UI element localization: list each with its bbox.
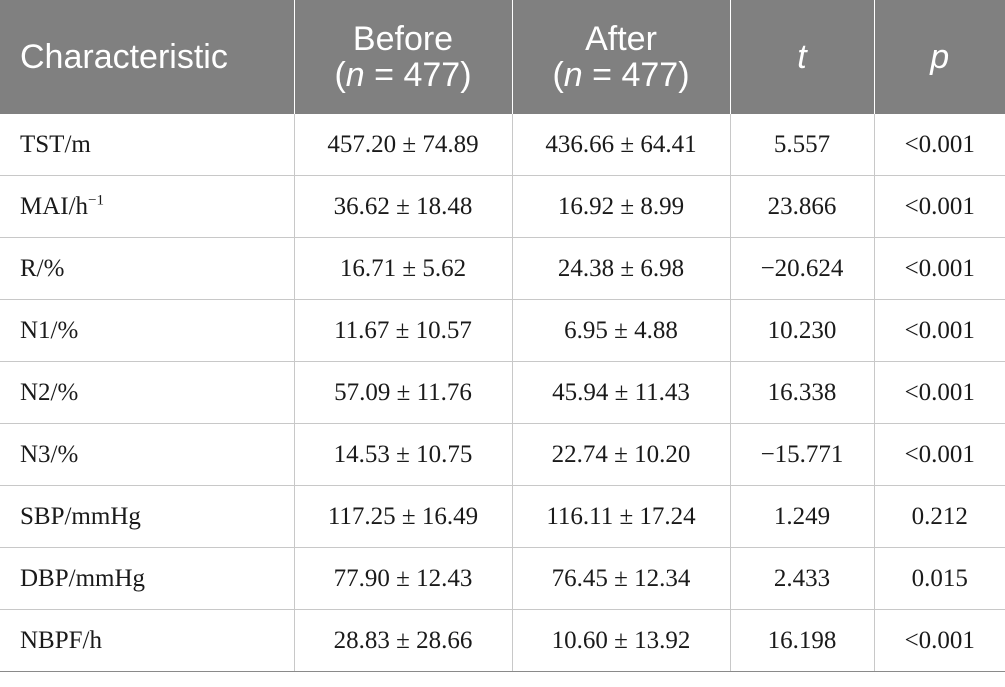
- header-characteristic-label: Characteristic: [20, 38, 228, 76]
- table-row: NBPF/h 28.83 ± 28.66 10.60 ± 13.92 16.19…: [0, 609, 1005, 672]
- cell-before: 11.67 ± 10.57: [294, 299, 513, 362]
- header-after-n-var: n: [563, 56, 583, 94]
- cell-t: 2.433: [730, 547, 875, 610]
- cell-p: 0.212: [874, 485, 1005, 548]
- cell-p: <0.001: [874, 175, 1005, 238]
- cell-t: 5.557: [730, 114, 875, 176]
- cell-after: 76.45 ± 12.34: [512, 547, 731, 610]
- header-before-n-value: = 477): [364, 56, 472, 94]
- cell-after: 22.74 ± 10.20: [512, 423, 731, 486]
- cell-after: 6.95 ± 4.88: [512, 299, 731, 362]
- cell-characteristic: N1/%: [0, 299, 295, 362]
- table-body: TST/m 457.20 ± 74.89 436.66 ± 64.41 5.55…: [0, 114, 1005, 672]
- cell-characteristic: TST/m: [0, 114, 295, 176]
- header-p-label: p: [930, 38, 950, 76]
- cell-before: 28.83 ± 28.66: [294, 609, 513, 672]
- cell-after: 45.94 ± 11.43: [512, 361, 731, 424]
- header-t: t: [730, 0, 875, 114]
- header-before-n-prefix: (: [334, 56, 346, 94]
- header-after-label: After: [585, 20, 657, 58]
- cell-after: 436.66 ± 64.41: [512, 114, 731, 176]
- cell-t: 16.338: [730, 361, 875, 424]
- cell-t: 10.230: [730, 299, 875, 362]
- cell-characteristic: R/%: [0, 237, 295, 300]
- cell-characteristic: N2/%: [0, 361, 295, 424]
- cell-t: 23.866: [730, 175, 875, 238]
- cell-p: <0.001: [874, 609, 1005, 672]
- table-row: TST/m 457.20 ± 74.89 436.66 ± 64.41 5.55…: [0, 114, 1005, 176]
- cell-before: 57.09 ± 11.76: [294, 361, 513, 424]
- header-after-n-value: = 477): [582, 56, 690, 94]
- cell-before: 14.53 ± 10.75: [294, 423, 513, 486]
- cell-t: −15.771: [730, 423, 875, 486]
- header-characteristic: Characteristic: [0, 0, 295, 114]
- cell-after: 16.92 ± 8.99: [512, 175, 731, 238]
- header-p: p: [874, 0, 1005, 114]
- cell-after: 116.11 ± 17.24: [512, 485, 731, 548]
- table-row: MAI/h−1 36.62 ± 18.48 16.92 ± 8.99 23.86…: [0, 175, 1005, 238]
- cell-before: 457.20 ± 74.89: [294, 114, 513, 176]
- cell-characteristic: N3/%: [0, 423, 295, 486]
- table-row: SBP/mmHg 117.25 ± 16.49 116.11 ± 17.24 1…: [0, 485, 1005, 548]
- cell-p: <0.001: [874, 423, 1005, 486]
- table-row: DBP/mmHg 77.90 ± 12.43 76.45 ± 12.34 2.4…: [0, 547, 1005, 610]
- cell-before: 117.25 ± 16.49: [294, 485, 513, 548]
- cell-p: 0.015: [874, 547, 1005, 610]
- cell-t: 16.198: [730, 609, 875, 672]
- cell-before: 36.62 ± 18.48: [294, 175, 513, 238]
- cell-characteristic: SBP/mmHg: [0, 485, 295, 548]
- header-row: Characteristic Before (n = 477) After (n…: [0, 0, 1005, 114]
- header-before-label: Before: [352, 20, 454, 58]
- table-row: N1/% 11.67 ± 10.57 6.95 ± 4.88 10.230 <0…: [0, 299, 1005, 362]
- table-row: R/% 16.71 ± 5.62 24.38 ± 6.98 −20.624 <0…: [0, 237, 1005, 300]
- cell-characteristic: DBP/mmHg: [0, 547, 295, 610]
- cell-p: <0.001: [874, 299, 1005, 362]
- header-t-label: t: [797, 38, 807, 76]
- header-before-n-var: n: [345, 56, 365, 94]
- table-row: N3/% 14.53 ± 10.75 22.74 ± 10.20 −15.771…: [0, 423, 1005, 486]
- cell-t: 1.249: [730, 485, 875, 548]
- cell-before: 16.71 ± 5.62: [294, 237, 513, 300]
- data-table: Characteristic Before (n = 477) After (n…: [0, 0, 1005, 672]
- cell-t: −20.624: [730, 237, 875, 300]
- header-after: After (n = 477): [512, 0, 731, 114]
- header-after-n-prefix: (: [552, 56, 564, 94]
- cell-characteristic: NBPF/h: [0, 609, 295, 672]
- cell-after: 24.38 ± 6.98: [512, 237, 731, 300]
- cell-after: 10.60 ± 13.92: [512, 609, 731, 672]
- table-row: N2/% 57.09 ± 11.76 45.94 ± 11.43 16.338 …: [0, 361, 1005, 424]
- table-header: Characteristic Before (n = 477) After (n…: [0, 0, 1005, 114]
- cell-p: <0.001: [874, 361, 1005, 424]
- cell-p: <0.001: [874, 114, 1005, 176]
- header-before: Before (n = 477): [294, 0, 513, 114]
- cell-p: <0.001: [874, 237, 1005, 300]
- cell-before: 77.90 ± 12.43: [294, 547, 513, 610]
- cell-characteristic: MAI/h−1: [0, 175, 295, 238]
